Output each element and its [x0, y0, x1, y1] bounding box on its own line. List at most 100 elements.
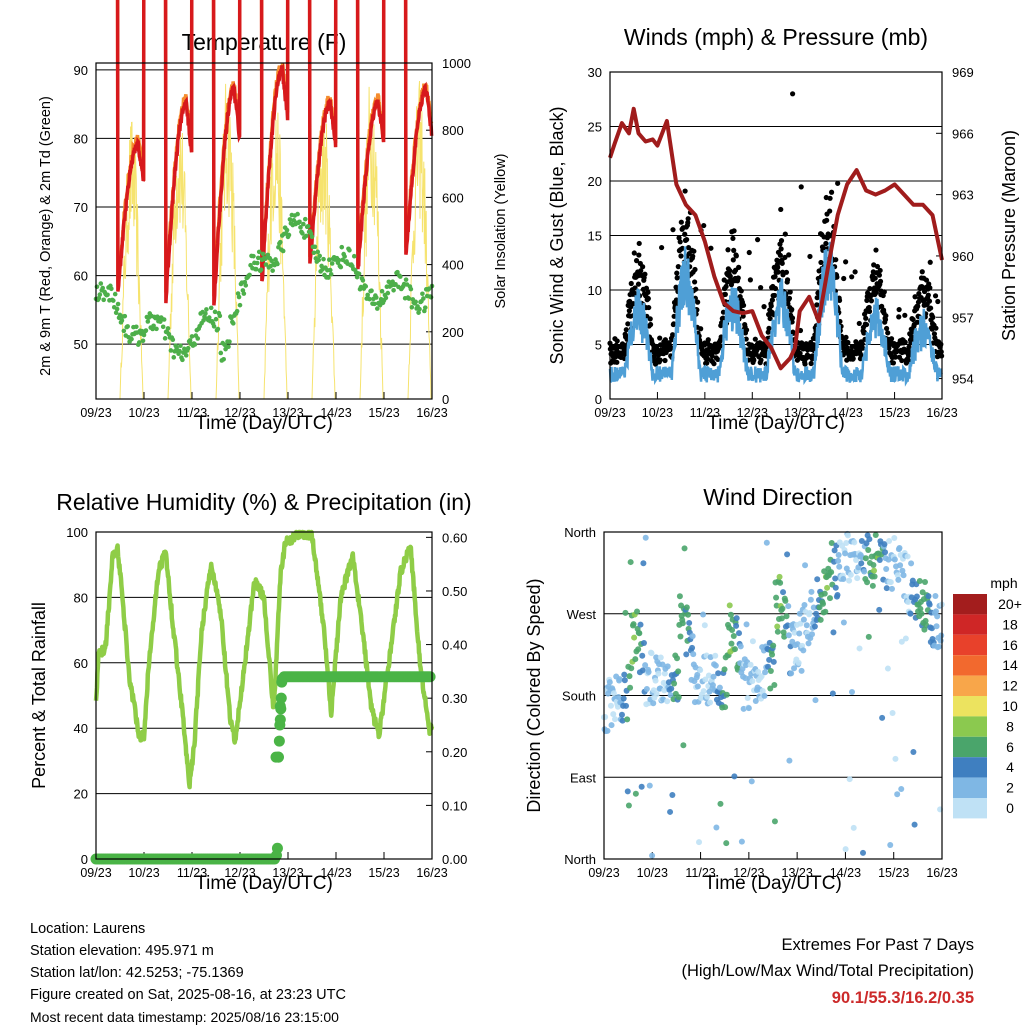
dewpoint-point — [256, 249, 262, 255]
direction-point — [716, 684, 723, 691]
rain-point — [273, 735, 285, 747]
direction-point — [712, 662, 719, 669]
gust-point — [798, 184, 804, 190]
direction-point — [797, 620, 804, 627]
dewpoint-point — [270, 268, 275, 273]
gust-point — [919, 269, 925, 275]
direction-point — [791, 629, 798, 636]
extremes-title: Extremes For Past 7 Days — [781, 936, 974, 954]
dewpoint-point — [234, 308, 240, 314]
gust-point — [647, 316, 653, 322]
direction-point — [781, 633, 788, 640]
gust-point — [850, 355, 856, 362]
direction-point — [835, 557, 842, 564]
dewpoint-point — [101, 297, 106, 303]
gust-point — [690, 253, 696, 259]
dewpoint-point — [300, 231, 305, 236]
direction-point — [860, 849, 867, 856]
gust-point — [789, 319, 795, 325]
direction-point — [767, 685, 774, 692]
direction-point — [891, 556, 898, 563]
dewpoint-series — [93, 211, 435, 363]
extremes-subtitle: (High/Low/Max Wind/Total Precipitation) — [681, 962, 974, 980]
direction-point — [876, 606, 883, 613]
direction-point — [607, 702, 614, 709]
direction-point — [778, 615, 785, 622]
dewpoint-point — [365, 292, 370, 298]
direction-point — [615, 693, 622, 700]
dewpoint-point — [178, 343, 183, 349]
direction-point — [667, 808, 674, 815]
x-axis-label: Time (Day/UTC) — [707, 413, 845, 434]
gust-point — [778, 246, 784, 252]
x-tick-label: 10/23 — [128, 866, 159, 880]
y-tick-label: 20 — [74, 787, 88, 802]
direction-point — [854, 575, 861, 582]
dewpoint-point — [360, 278, 366, 283]
gust-point — [778, 238, 785, 244]
y-tick-label: 0 — [595, 392, 602, 407]
direction-point — [910, 749, 917, 756]
dewpoint-point — [100, 285, 106, 291]
direction-point — [908, 560, 915, 567]
speed-legend-swatch — [953, 655, 987, 676]
direction-point — [634, 608, 641, 615]
x-tick-label: 09/23 — [594, 406, 625, 420]
dewpoint-point — [260, 251, 266, 257]
dewpoint-point — [201, 318, 206, 323]
direction-point — [846, 776, 853, 783]
y-tick-label: 80 — [74, 590, 88, 605]
dewpoint-point — [98, 281, 104, 286]
direction-point — [907, 610, 914, 617]
gust-point — [758, 284, 764, 291]
direction-point — [788, 670, 795, 677]
dewpoint-point — [421, 296, 426, 301]
direction-point — [619, 717, 626, 724]
x-tick-label: 14/23 — [832, 406, 863, 420]
direction-point — [700, 688, 707, 695]
dewpoint-point — [213, 316, 219, 322]
direction-point — [624, 716, 631, 723]
direction-point — [671, 680, 678, 687]
gust-point — [910, 316, 916, 323]
direction-point — [707, 654, 714, 661]
x-tick-label: 16/23 — [926, 866, 957, 880]
direction-point — [895, 576, 902, 583]
gust-point — [666, 340, 672, 346]
dewpoint-point — [417, 306, 422, 312]
max-gust-point — [790, 91, 796, 97]
dewpoint-point — [154, 326, 159, 332]
direction-point — [712, 652, 719, 659]
gust-point — [758, 357, 764, 363]
direction-point — [897, 562, 904, 569]
y-tick-label: 50 — [74, 337, 88, 352]
direction-point — [625, 802, 632, 809]
gust-point — [883, 313, 889, 319]
dewpoint-point — [134, 324, 139, 330]
gust-point — [858, 352, 864, 358]
x-tick-label: 13/23 — [782, 866, 813, 880]
x-tick-label: 09/23 — [80, 406, 111, 420]
gust-point — [845, 339, 851, 346]
dewpoint-point — [305, 223, 311, 229]
x-axis-label: Time (Day/UTC) — [195, 413, 333, 434]
direction-point — [800, 647, 807, 654]
y-tick-label: 60 — [74, 269, 88, 284]
gust-point — [626, 308, 632, 314]
gust-point — [623, 327, 629, 333]
direction-point — [887, 842, 894, 849]
gust-point — [635, 281, 642, 287]
direction-point — [858, 560, 865, 567]
direction-point — [653, 691, 660, 698]
gust-point — [779, 260, 785, 266]
direction-point — [905, 599, 912, 606]
y-tick-label: East — [570, 770, 596, 785]
gust-point — [668, 345, 674, 351]
direction-point — [828, 540, 835, 547]
dewpoint-point — [192, 342, 198, 347]
y-tick-label: 80 — [74, 131, 88, 146]
gust-point — [747, 277, 753, 283]
gust-point — [754, 237, 761, 243]
y-tick-label: 90 — [74, 63, 88, 78]
wind-direction-title: Wind Direction — [703, 484, 853, 510]
